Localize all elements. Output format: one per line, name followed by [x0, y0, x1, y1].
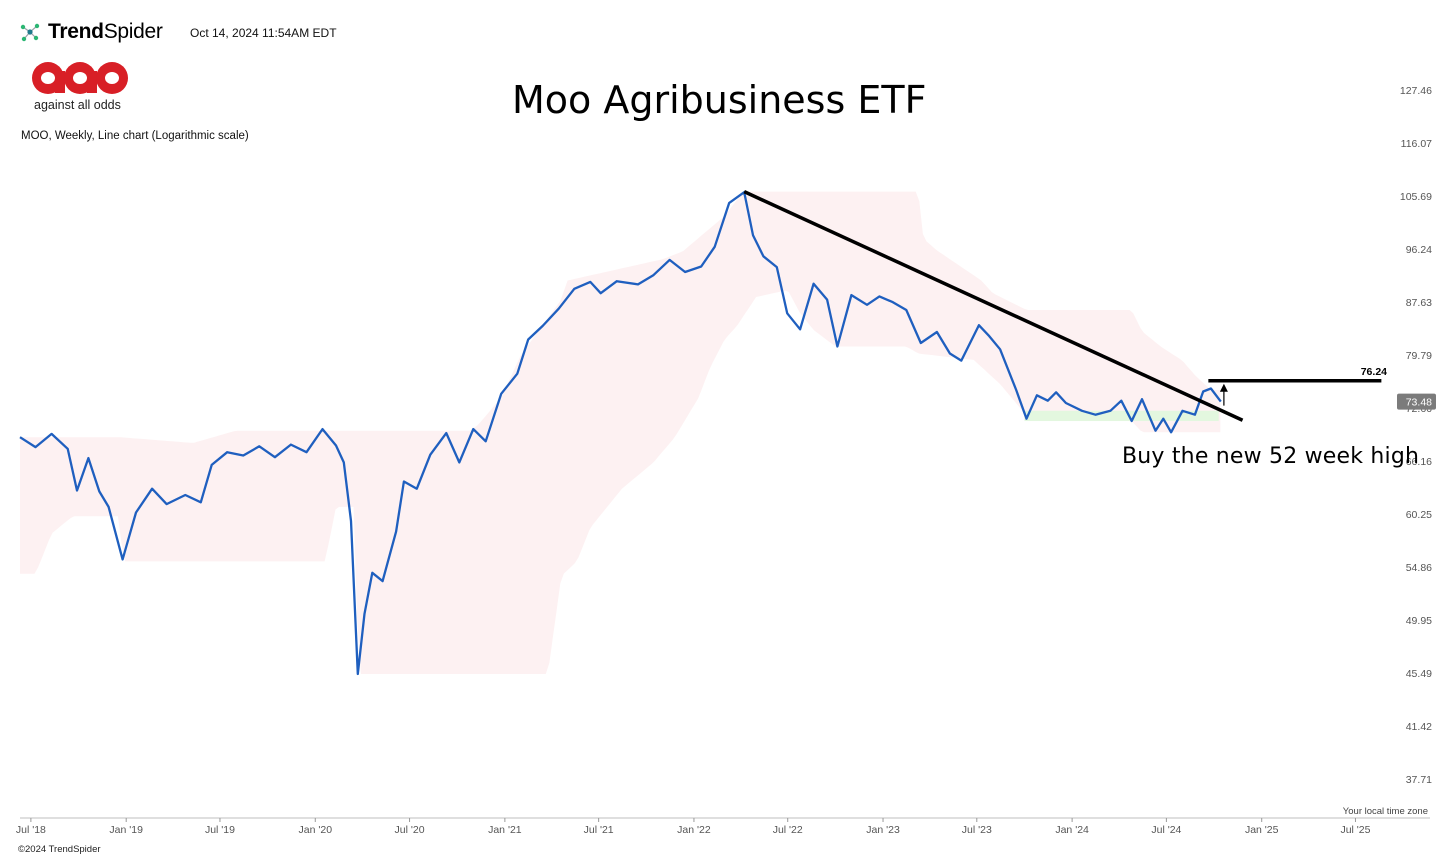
- y-tick-label: 60.25: [1406, 509, 1432, 521]
- y-tick-label: 116.07: [1401, 138, 1432, 150]
- timezone-label[interactable]: Your local time zone: [1342, 806, 1428, 817]
- support-zone-band: [1024, 410, 1219, 422]
- x-tick-label: Jan '20: [299, 824, 333, 836]
- x-tick-label: Jan '25: [1245, 824, 1279, 836]
- x-tick-label: Jul '18: [16, 824, 46, 836]
- x-tick-label: Jan '22: [677, 824, 711, 836]
- x-tick-label: Jan '24: [1055, 824, 1089, 836]
- x-tick-label: Jan '21: [488, 824, 522, 836]
- timestamp: Oct 14, 2024 11:54AM EDT: [190, 26, 337, 40]
- breakout-level-label: 76.24: [1361, 366, 1387, 378]
- y-tick-label: 79.79: [1406, 350, 1432, 362]
- trendspider-network-icon: [20, 23, 40, 42]
- price-line: [19, 191, 1222, 676]
- y-tick-label: 87.63: [1406, 297, 1432, 309]
- x-tick-label: Jul '19: [205, 824, 235, 836]
- breakout-arrow-head: [1219, 383, 1228, 392]
- red-ooo-logo-icon: [32, 62, 128, 94]
- y-tick-label: 54.86: [1406, 562, 1432, 574]
- y-tick-label: 96.24: [1406, 244, 1432, 256]
- x-tick-label: Jan '19: [109, 824, 143, 836]
- y-tick-label: 45.49: [1406, 668, 1432, 680]
- y-tick-label: 41.42: [1406, 721, 1432, 733]
- x-tick-label: Jul '23: [962, 824, 992, 836]
- x-tick-label: Jul '25: [1340, 824, 1370, 836]
- y-tick-label: 37.71: [1406, 774, 1432, 786]
- logo-text: against all odds: [34, 98, 121, 112]
- x-tick-label: Jul '20: [395, 824, 425, 836]
- brand-name: TrendSpider: [48, 20, 163, 43]
- brand: TrendSpider: [18, 20, 163, 44]
- last-price-label: 73.48: [1406, 397, 1432, 409]
- x-tick-label: Jul '21: [584, 824, 614, 836]
- x-tick-label: Jul '22: [773, 824, 803, 836]
- price-channel-band: [20, 191, 1221, 674]
- chart-subtitle: MOO, Weekly, Line chart (Logarithmic sca…: [21, 130, 249, 142]
- y-tick-label: 127.46: [1400, 85, 1432, 97]
- y-tick-label: 49.95: [1406, 615, 1432, 627]
- copyright: ©2024 TrendSpider: [18, 844, 101, 855]
- x-tick-label: Jan '23: [866, 824, 900, 836]
- last-price-badge: [1397, 393, 1436, 410]
- y-tick-label: 105.69: [1400, 191, 1432, 203]
- chart-title: Moo Agribusiness ETF: [512, 78, 927, 122]
- annotation-text: Buy the new 52 week high: [1122, 444, 1420, 469]
- y-tick-label: 66.16: [1406, 456, 1432, 468]
- downtrend-line: [743, 190, 1244, 422]
- x-tick-label: Jul '24: [1151, 824, 1181, 836]
